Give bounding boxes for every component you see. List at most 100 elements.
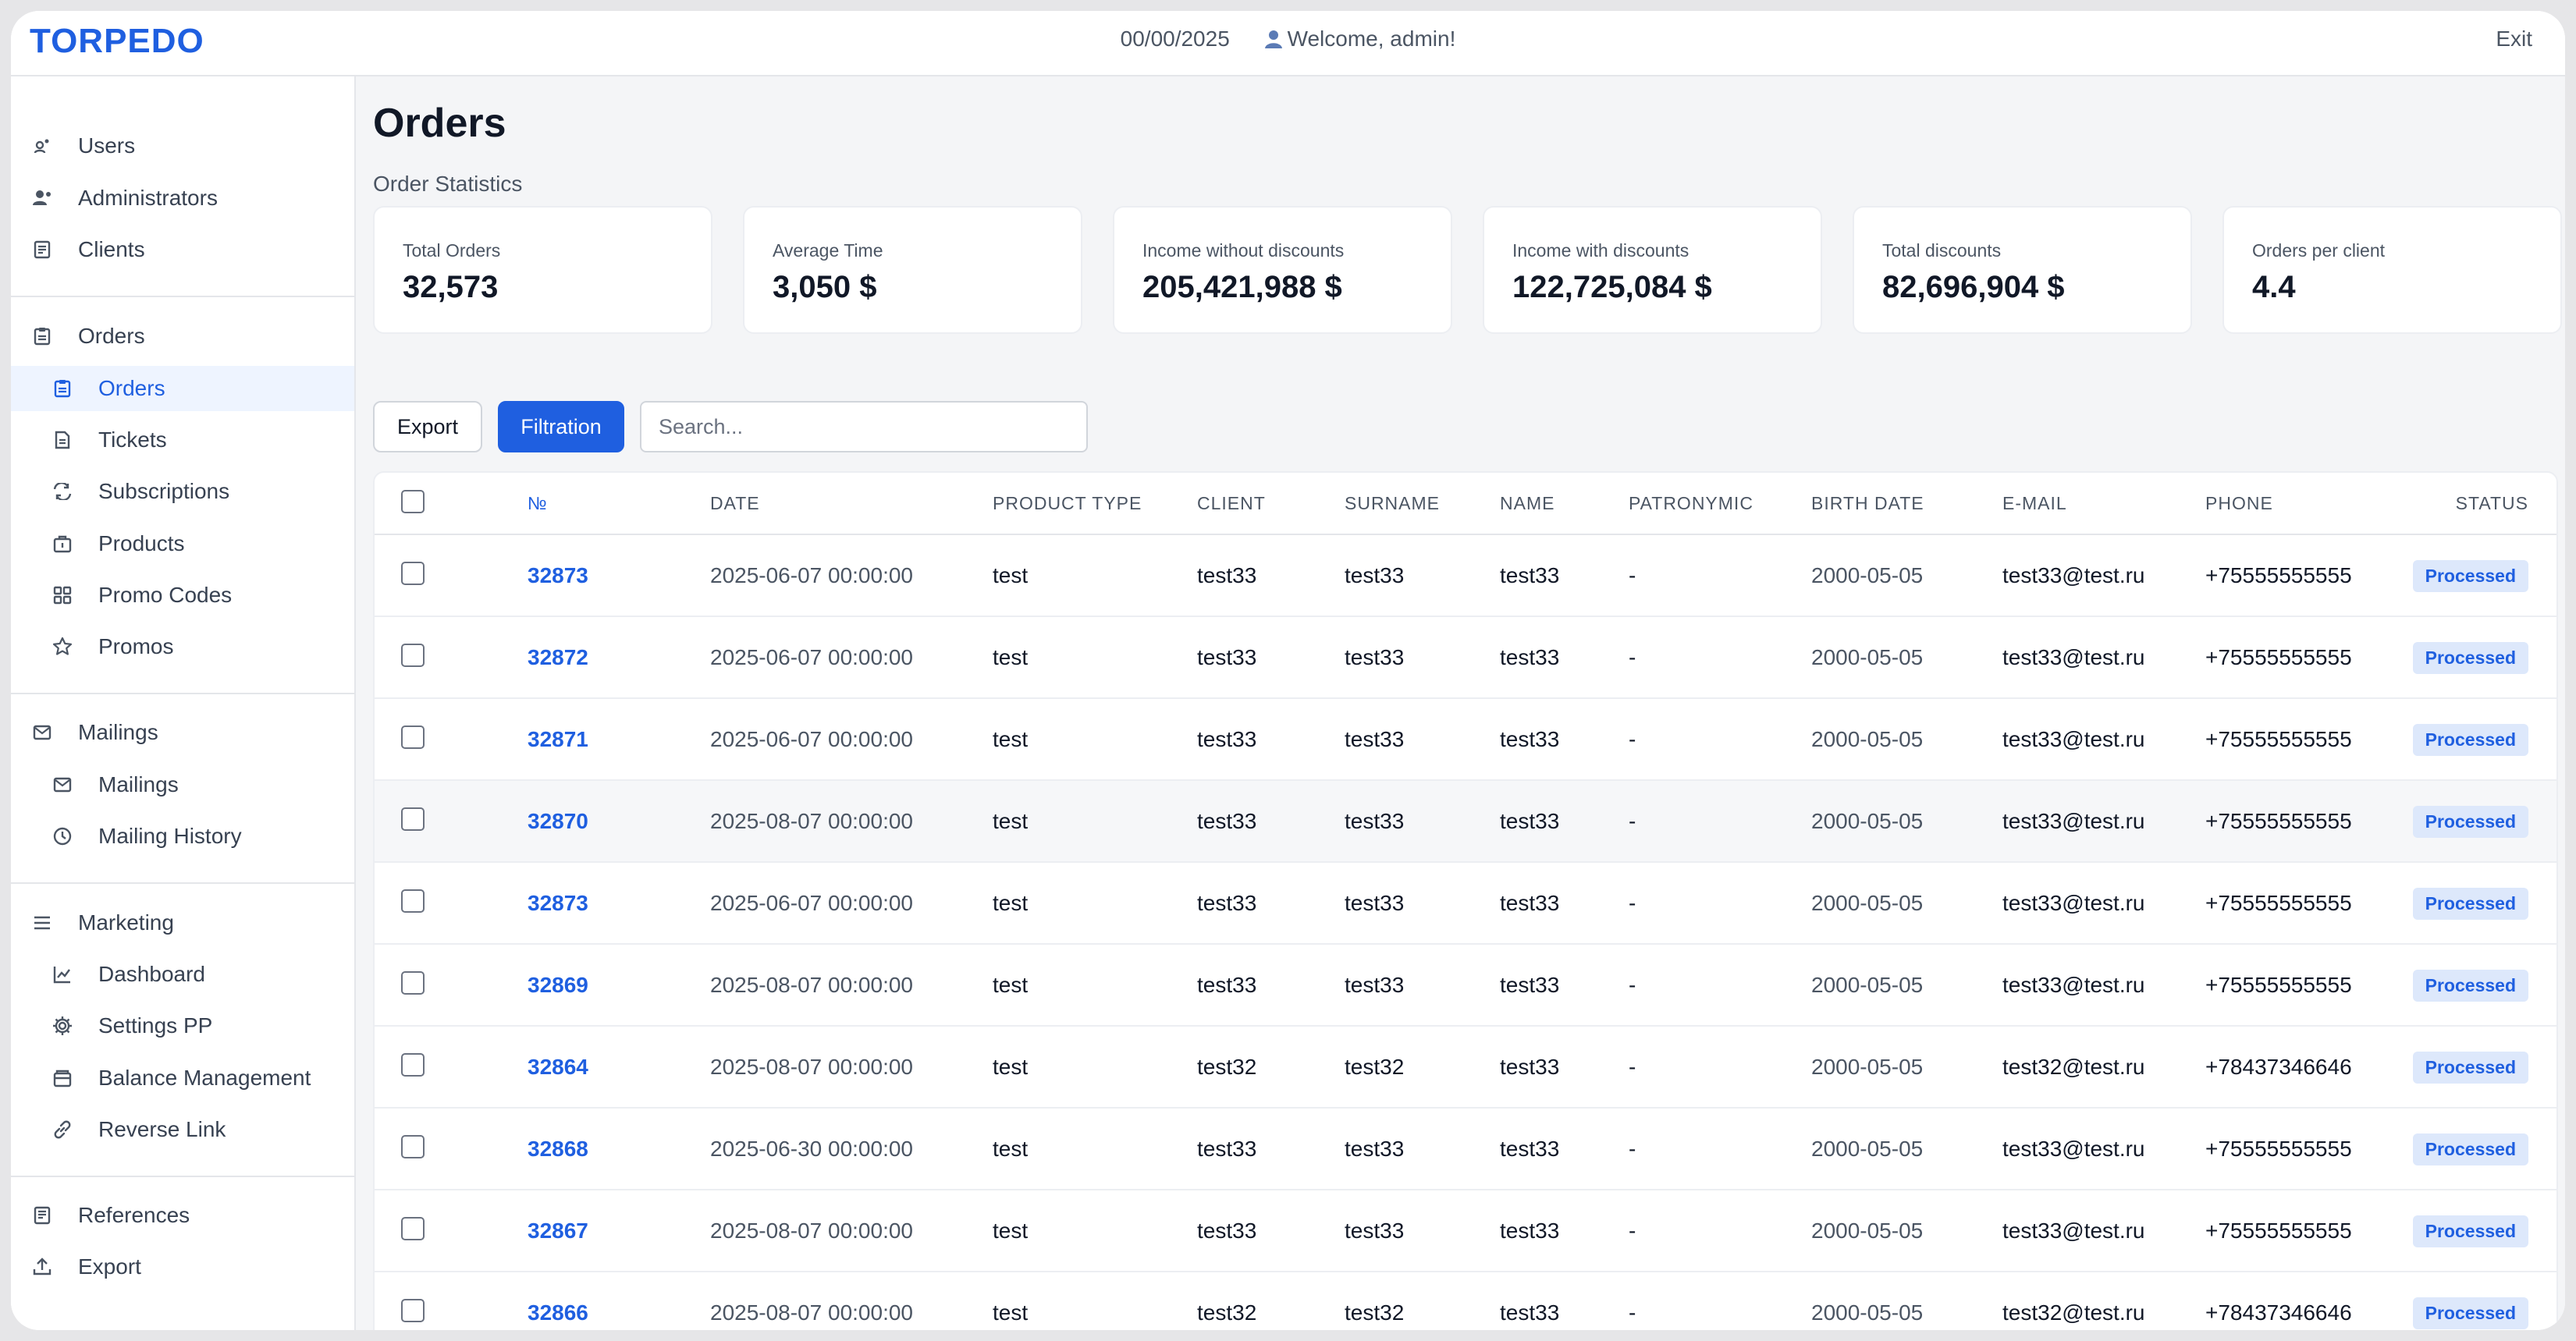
sidebar-item-promos[interactable]: Promos: [11, 624, 354, 669]
sidebar-group-orders[interactable]: Orders: [11, 314, 354, 359]
column-header[interactable]: PRODUCT TYPE: [993, 493, 1142, 513]
cell-birth: 2000-05-05: [1811, 1055, 1924, 1079]
column-header[interactable]: BIRTH DATE: [1811, 493, 1924, 513]
stat-value: 82,696,904 $: [1882, 270, 2065, 304]
cell-birth: 2000-05-05: [1811, 891, 1924, 915]
table-row[interactable]: 32873 2025-06-07 00:00:00 test test33 test33…: [375, 535, 2556, 617]
cell-no[interactable]: 32872: [528, 645, 588, 669]
cell-date: 2025-08-07 00:00:00: [710, 809, 913, 833]
row-checkbox[interactable]: [401, 971, 425, 995]
table-row[interactable]: 32866 2025-08-07 00:00:00 test test32 test32…: [375, 1272, 2556, 1330]
orders-icon: [31, 325, 53, 347]
upload-icon: [31, 1256, 53, 1278]
wallet-icon: [52, 1067, 73, 1089]
sidebar-item-export[interactable]: Export: [11, 1244, 354, 1290]
cell-client: test33: [1197, 1219, 1257, 1243]
sidebar-item-subscriptions[interactable]: Subscriptions: [11, 469, 354, 514]
column-header[interactable]: PHONE: [2205, 493, 2273, 513]
cell-email: test33@test.ru: [2002, 645, 2145, 669]
sidebar-item-mailings[interactable]: Mailings: [11, 762, 354, 807]
sidebar-item-label: Export: [78, 1254, 141, 1279]
sidebar-item-products[interactable]: Products: [11, 521, 354, 566]
cell-no[interactable]: 32873: [528, 563, 588, 587]
status-badge: Processed: [2412, 806, 2528, 838]
select-all-checkbox[interactable]: [401, 490, 425, 513]
sidebar-item-users[interactable]: Users: [11, 123, 354, 169]
column-header[interactable]: E-MAIL: [2002, 493, 2067, 513]
column-header[interactable]: №: [528, 493, 548, 513]
cell-type: test: [993, 973, 1029, 997]
cell-no[interactable]: 32864: [528, 1055, 588, 1079]
row-checkbox[interactable]: [401, 807, 425, 831]
sidebar-item-label: Balance Management: [98, 1066, 311, 1090]
cell-date: 2025-06-07 00:00:00: [710, 891, 913, 915]
table-row[interactable]: 32868 2025-06-30 00:00:00 test test33 test33…: [375, 1109, 2556, 1190]
table-row[interactable]: 32871 2025-06-07 00:00:00 test test33 test33…: [375, 699, 2556, 781]
sidebar-group-mailings[interactable]: Mailings: [11, 710, 354, 755]
table-row[interactable]: 32869 2025-08-07 00:00:00 test test33 test33…: [375, 945, 2556, 1027]
row-checkbox[interactable]: [401, 1217, 425, 1240]
table-header: № DATE PRODUCT TYPE CLIENT SURNAME NAME …: [375, 473, 2556, 535]
cell-no[interactable]: 32871: [528, 727, 588, 751]
status-badge: Processed: [2412, 1297, 2528, 1329]
cell-no[interactable]: 32869: [528, 973, 588, 997]
sidebar-group-marketing[interactable]: Marketing: [11, 900, 354, 945]
cell-name: test33: [1500, 1219, 1560, 1243]
filtration-button[interactable]: Filtration: [498, 401, 624, 452]
cell-no[interactable]: 32867: [528, 1219, 588, 1243]
row-checkbox[interactable]: [401, 1299, 425, 1322]
sidebar-item-tickets[interactable]: Tickets: [11, 417, 354, 463]
cell-no[interactable]: 32873: [528, 891, 588, 915]
sidebar-divider: [11, 882, 354, 884]
cell-no[interactable]: 32866: [528, 1300, 588, 1325]
row-checkbox[interactable]: [401, 1135, 425, 1158]
sidebar-item-dashboard[interactable]: Dashboard: [11, 952, 354, 997]
table-row[interactable]: 32872 2025-06-07 00:00:00 test test33 test33…: [375, 617, 2556, 699]
column-header[interactable]: STATUS: [2455, 493, 2528, 513]
table-row[interactable]: 32870 2025-08-07 00:00:00 test test33 test33…: [375, 781, 2556, 863]
search-input[interactable]: [640, 401, 1088, 452]
logo[interactable]: TORPEDO: [30, 22, 204, 60]
row-checkbox[interactable]: [401, 1053, 425, 1077]
sidebar-item-reverse-link[interactable]: Reverse Link: [11, 1107, 354, 1152]
cell-name: test33: [1500, 1137, 1560, 1161]
export-button[interactable]: Export: [373, 401, 482, 452]
sidebar-item-settings-pp[interactable]: Settings PP: [11, 1003, 354, 1048]
status-badge: Processed: [2412, 1052, 2528, 1084]
row-checkbox[interactable]: [401, 644, 425, 667]
sidebar-item-label: Subscriptions: [98, 479, 230, 503]
exit-link[interactable]: Exit: [2496, 27, 2532, 51]
row-checkbox[interactable]: [401, 889, 425, 913]
column-header[interactable]: DATE: [710, 493, 760, 513]
sidebar-item-references[interactable]: References: [11, 1193, 354, 1238]
cell-no[interactable]: 32870: [528, 809, 588, 833]
mail-icon: [31, 722, 53, 743]
table-row[interactable]: 32873 2025-06-07 00:00:00 test test33 test33…: [375, 863, 2556, 945]
stat-value: 4.4: [2252, 270, 2296, 304]
sidebar-item-administrators[interactable]: Administrators: [11, 176, 354, 221]
cell-name: test33: [1500, 809, 1560, 833]
sidebar-item-orders[interactable]: Orders: [11, 366, 354, 411]
cell-surname: test33: [1345, 727, 1405, 751]
row-checkbox[interactable]: [401, 562, 425, 585]
cell-name: test33: [1500, 973, 1560, 997]
row-checkbox[interactable]: [401, 725, 425, 749]
chart-icon: [52, 963, 73, 985]
column-header[interactable]: PATRONYMIC: [1629, 493, 1753, 513]
column-header[interactable]: CLIENT: [1197, 493, 1266, 513]
tickets-icon: [52, 429, 73, 451]
column-header[interactable]: NAME: [1500, 493, 1555, 513]
clients-icon: [31, 239, 53, 261]
sidebar-item-balance-management[interactable]: Balance Management: [11, 1055, 354, 1101]
column-header[interactable]: SURNAME: [1345, 493, 1441, 513]
sidebar-item-promo-codes[interactable]: Promo Codes: [11, 573, 354, 618]
cell-date: 2025-06-30 00:00:00: [710, 1137, 913, 1161]
cell-no[interactable]: 32868: [528, 1137, 588, 1161]
sidebar-item-mailing-history[interactable]: Mailing History: [11, 814, 354, 859]
cell-phone: +75555555555: [2205, 809, 2352, 833]
cell-phone: +78437346646: [2205, 1055, 2352, 1079]
cell-phone: +75555555555: [2205, 645, 2352, 669]
table-row[interactable]: 32864 2025-08-07 00:00:00 test test32 test32…: [375, 1027, 2556, 1109]
table-row[interactable]: 32867 2025-08-07 00:00:00 test test33 test33…: [375, 1190, 2556, 1272]
sidebar-item-clients[interactable]: Clients: [11, 227, 354, 272]
